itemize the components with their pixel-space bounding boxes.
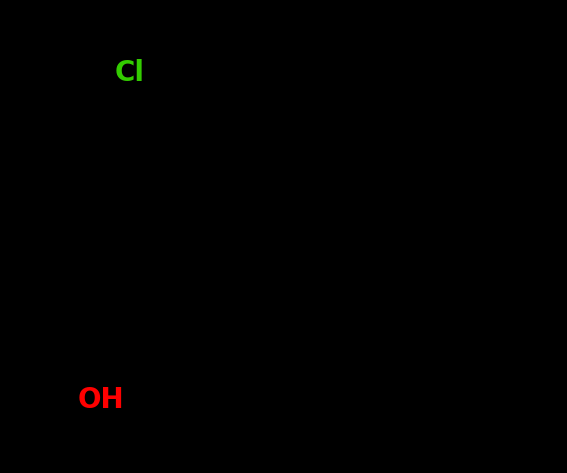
Text: OH: OH — [78, 385, 125, 414]
Text: Cl: Cl — [115, 59, 145, 88]
